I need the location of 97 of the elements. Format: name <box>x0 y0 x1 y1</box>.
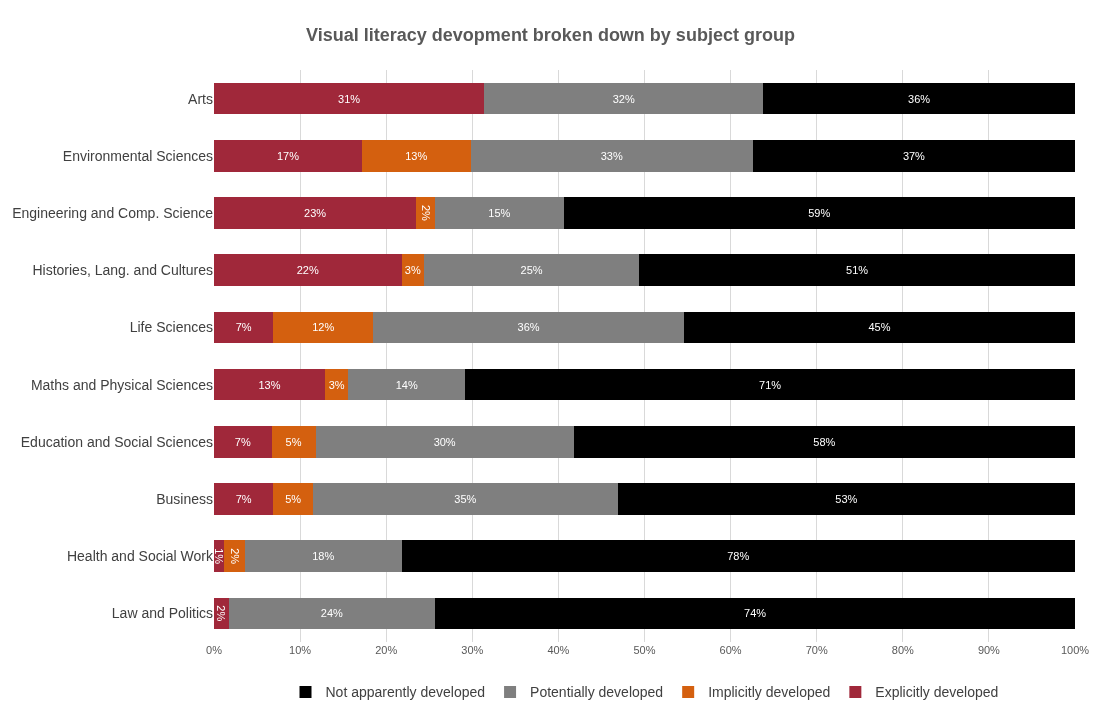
data-label: 59% <box>808 207 831 219</box>
data-label: 5% <box>285 435 302 448</box>
data-label: 12% <box>312 321 335 334</box>
data-label: 7% <box>235 493 252 505</box>
bar <box>214 82 485 115</box>
legend-label: Potentially developed <box>530 684 664 701</box>
y-tick-label: Business <box>156 490 213 507</box>
bar <box>214 254 402 286</box>
bar <box>435 597 1075 630</box>
bar <box>424 254 640 286</box>
bar <box>224 540 245 572</box>
bar <box>313 483 618 515</box>
bar <box>214 197 417 229</box>
x-tick-label: 10% <box>289 644 312 656</box>
bar <box>563 197 1075 229</box>
data-label: 13% <box>258 378 281 391</box>
bar <box>214 140 363 172</box>
data-label: 7% <box>235 321 252 334</box>
data-label: 74% <box>744 607 767 620</box>
bar <box>362 140 471 172</box>
bar <box>470 140 753 172</box>
legend-label: Explicitly developed <box>875 684 999 701</box>
bar <box>684 311 1075 344</box>
data-label: 15% <box>488 207 511 219</box>
data-label: 35% <box>454 493 477 505</box>
bar <box>214 483 274 515</box>
data-label: 30% <box>433 435 456 448</box>
data-label: 2% <box>228 548 241 565</box>
data-label: 14% <box>395 378 418 391</box>
x-tick-label: 0% <box>206 644 223 656</box>
data-label: 58% <box>813 435 836 448</box>
data-label: 22% <box>296 264 319 277</box>
data-label: 53% <box>835 493 858 505</box>
legend-label: Not apparently developed <box>325 684 486 701</box>
x-tick-label: 70% <box>805 644 828 656</box>
bar <box>763 82 1075 115</box>
data-label: 36% <box>517 321 540 334</box>
bar <box>752 140 1075 172</box>
data-label: 32% <box>612 92 635 105</box>
y-tick-label: Maths and Physical Sciences <box>30 376 213 393</box>
bar <box>315 426 574 458</box>
bar <box>214 426 272 458</box>
x-tick-label: 40% <box>547 644 570 656</box>
data-label: 2% <box>215 605 228 622</box>
x-tick-label: 60% <box>719 644 742 656</box>
y-tick-label: Health and Social Work <box>66 548 214 565</box>
data-label: 24% <box>320 607 344 620</box>
y-tick-label: Life Sciences <box>129 319 213 336</box>
data-label: 5% <box>285 493 302 505</box>
legend-label: Implicitly developed <box>708 684 831 701</box>
data-label: 18% <box>312 550 335 563</box>
data-label: 33% <box>600 149 623 162</box>
data-label: 3% <box>404 264 421 277</box>
data-label: 2% <box>419 204 432 222</box>
data-label: 3% <box>328 378 345 391</box>
y-tick-label: Law and Politics <box>111 605 213 622</box>
data-label: 36% <box>908 92 931 105</box>
y-tick-label: Environmental Sciences <box>62 147 213 164</box>
data-label: 45% <box>868 321 891 334</box>
data-label: 31% <box>338 92 361 105</box>
data-label: 78% <box>727 550 750 563</box>
data-label: 37% <box>902 149 926 162</box>
x-tick-label: 90% <box>977 644 1001 656</box>
data-label: 51% <box>846 264 869 277</box>
data-label: 23% <box>304 207 327 219</box>
x-tick-label: 30% <box>461 644 484 656</box>
x-tick-label: 50% <box>633 644 656 656</box>
bar <box>273 311 374 344</box>
data-label: 25% <box>520 264 543 277</box>
bar <box>214 311 274 344</box>
bar <box>435 197 564 229</box>
data-label: 7% <box>234 435 251 448</box>
bar <box>228 597 436 630</box>
y-tick-label: Engineering and Comp. Science <box>12 204 214 221</box>
bar <box>484 82 764 115</box>
chart-title: Visual literacy devopment broken down by subject group <box>306 25 795 46</box>
bar <box>465 368 1075 401</box>
bar <box>401 540 1075 572</box>
y-tick-label: Histories, Lang. and Cultures <box>32 262 213 279</box>
x-tick-label: 20% <box>375 644 398 656</box>
data-label: 1% <box>213 548 226 565</box>
data-label: 71% <box>759 378 782 391</box>
bar <box>617 483 1075 515</box>
x-tick-label: 100% <box>1060 644 1090 656</box>
bar <box>273 483 314 515</box>
bar <box>373 311 685 344</box>
bar <box>639 254 1075 286</box>
x-tick-label: 80% <box>891 644 915 656</box>
data-label: 17% <box>276 149 300 162</box>
bar <box>214 368 326 401</box>
bar <box>245 540 402 572</box>
bar <box>271 426 316 458</box>
y-tick-label: Arts <box>188 90 213 107</box>
y-tick-label: Education and Social Sciences <box>20 433 213 450</box>
bar <box>573 426 1075 458</box>
bar <box>348 368 466 401</box>
data-label: 13% <box>405 149 428 162</box>
